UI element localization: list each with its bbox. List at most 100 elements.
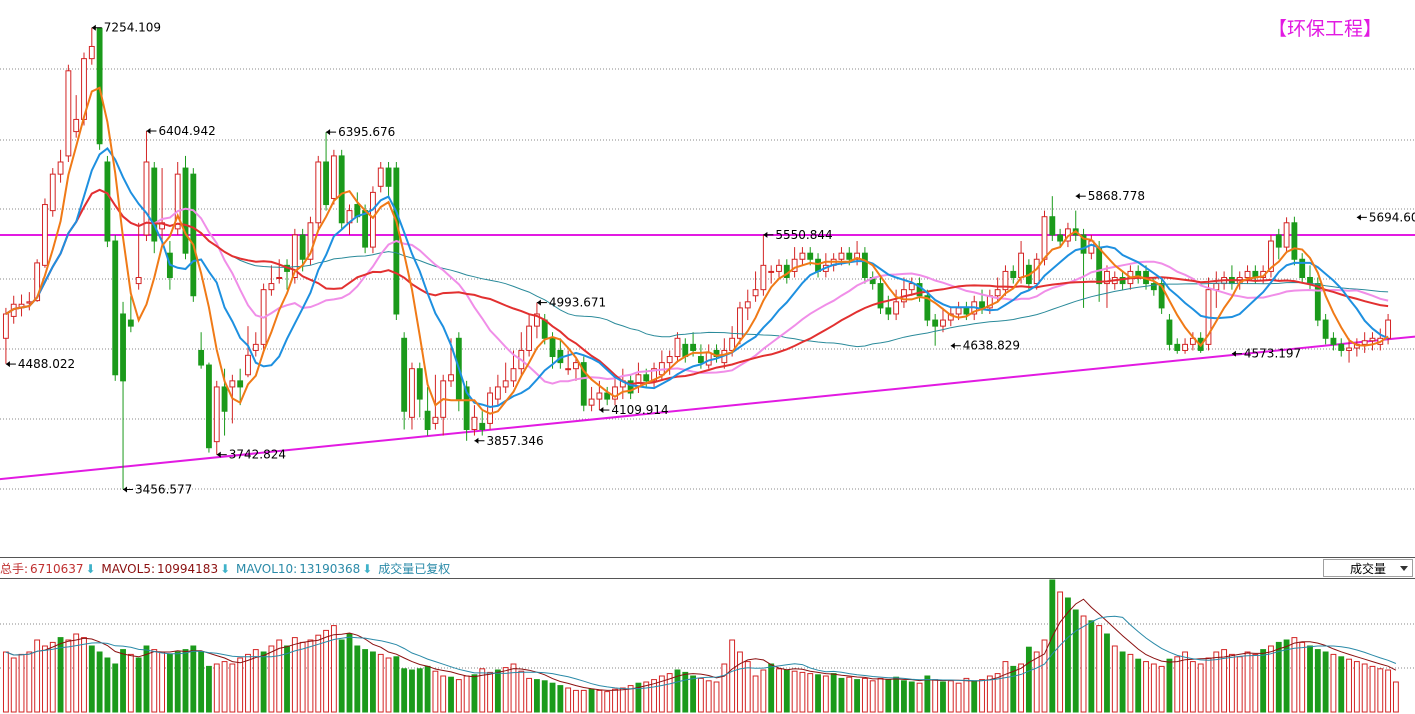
total-volume-label: 总手: (0, 562, 29, 576)
volume-bar (1369, 665, 1376, 713)
volume-bar (1025, 646, 1032, 713)
candle-body (768, 270, 775, 273)
annotation-label: 7254.109 (104, 21, 161, 35)
volume-bar (135, 657, 142, 713)
volume-bar (299, 641, 306, 713)
candle-body (463, 386, 470, 430)
volume-bar (838, 677, 845, 713)
candle-body (268, 283, 275, 291)
volume-bar (1104, 633, 1110, 713)
candle-body (42, 204, 48, 266)
volume-bar (1041, 639, 1048, 713)
annotation-arrow (1075, 193, 1080, 200)
candle-body (409, 368, 415, 418)
volume-bar (510, 663, 517, 713)
volume-bar (752, 675, 759, 713)
volume-bar (580, 689, 587, 713)
candle-body (580, 362, 587, 406)
price-annotation: 6404.942 (146, 124, 216, 138)
support-trendline (0, 335, 1415, 481)
volume-bar (237, 657, 244, 713)
volume-bar (518, 670, 525, 713)
candle-body (1314, 283, 1321, 321)
candle-body (362, 210, 369, 248)
annotation-arrow (1231, 350, 1236, 357)
candle-body (1158, 283, 1165, 309)
price-annotation: 6395.676 (326, 125, 395, 139)
candle-body (1018, 252, 1024, 279)
candle-body (424, 410, 431, 430)
candle-body (1385, 319, 1392, 339)
volume-bar (1377, 668, 1384, 713)
candle-body (1104, 270, 1110, 285)
indicator-selector[interactable]: 成交量 (1323, 559, 1413, 577)
volume-bar (221, 661, 228, 713)
annotation-label: 5550.844 (775, 228, 832, 242)
volume-bar (354, 645, 361, 713)
volume-bar (1221, 649, 1228, 713)
volume-bar (737, 651, 743, 713)
volume-bar (307, 639, 314, 713)
candle-body (1166, 319, 1173, 345)
candle-body (877, 283, 884, 309)
candle-body (697, 356, 704, 364)
candle-body (494, 386, 501, 400)
chevron-down-icon (1400, 566, 1408, 571)
annotation-label: 4993.671 (549, 296, 606, 310)
mavol10-line (5, 615, 1397, 690)
volume-bar (252, 649, 259, 713)
candle-body (705, 352, 712, 366)
price-annotation: 5868.778 (1075, 189, 1145, 203)
candle-body (752, 289, 759, 297)
down-arrow-icon: ⬇ (362, 562, 373, 576)
candle-body (1275, 234, 1282, 248)
volume-bar (1322, 651, 1329, 713)
price-annotation: 4573.197 (1231, 347, 1301, 361)
volume-bar (1049, 579, 1056, 713)
candle-body (955, 307, 962, 315)
candle-body (229, 380, 236, 388)
candle-body (174, 173, 181, 230)
candle-body (846, 252, 853, 260)
volume-bar (1127, 653, 1134, 713)
volume-bar (245, 653, 251, 713)
candle-body (471, 416, 478, 430)
candle-body (1346, 347, 1352, 351)
candle-body (487, 392, 493, 424)
candle-body (573, 362, 579, 370)
volume-bar (166, 653, 173, 713)
volume-bar (885, 679, 892, 713)
total-volume-value: 6710637 (30, 562, 84, 576)
candle-body (1268, 240, 1274, 272)
mavol5-label: MAVOL5: (101, 562, 155, 576)
volume-bar (1252, 653, 1259, 713)
volume-bar (893, 676, 900, 713)
volume-bar (1158, 665, 1165, 713)
candle-body (776, 264, 782, 272)
candle-body (49, 173, 56, 212)
mavol5-value: 10994183 (157, 562, 219, 576)
volume-bar (182, 649, 189, 713)
volume-bar (1010, 665, 1017, 713)
volume-bar (393, 656, 400, 713)
candle-body (330, 155, 337, 199)
volume-bar (1275, 641, 1282, 713)
candle-body (276, 277, 283, 279)
volume-bar (697, 677, 704, 713)
volume-bar (455, 679, 462, 713)
volume-bar (721, 663, 728, 713)
candle-body (1174, 343, 1181, 351)
down-arrow-icon: ⬇ (85, 562, 96, 576)
price-annotation: 3742.824 (216, 448, 286, 462)
volume-bar (1353, 661, 1360, 713)
volume-bar (440, 675, 447, 713)
volume-bar (979, 679, 985, 713)
mavol10-label: MAVOL10: (235, 562, 298, 576)
candle-body (151, 167, 158, 242)
annotation-label: 4488.022 (18, 357, 75, 371)
volume-bar (971, 680, 978, 713)
volume-bar (1119, 651, 1126, 713)
volume-bar (276, 639, 283, 713)
candle-body (651, 368, 657, 382)
volume-bar (1299, 641, 1306, 713)
